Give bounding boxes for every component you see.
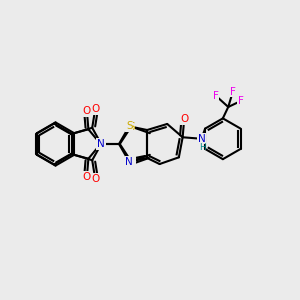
Text: O: O	[180, 114, 188, 124]
Text: S: S	[126, 121, 133, 131]
Text: F: F	[213, 91, 219, 100]
Text: O: O	[83, 172, 91, 182]
Text: N: N	[198, 134, 205, 144]
Text: H: H	[199, 143, 205, 152]
Text: N: N	[97, 139, 104, 149]
Text: N: N	[125, 157, 133, 167]
Text: N: N	[97, 139, 105, 149]
Text: O: O	[91, 104, 99, 114]
Text: F: F	[238, 96, 244, 106]
Text: O: O	[83, 106, 91, 116]
Text: N: N	[127, 156, 135, 167]
Text: F: F	[230, 87, 236, 97]
Text: S: S	[128, 122, 134, 132]
Text: O: O	[91, 174, 99, 184]
